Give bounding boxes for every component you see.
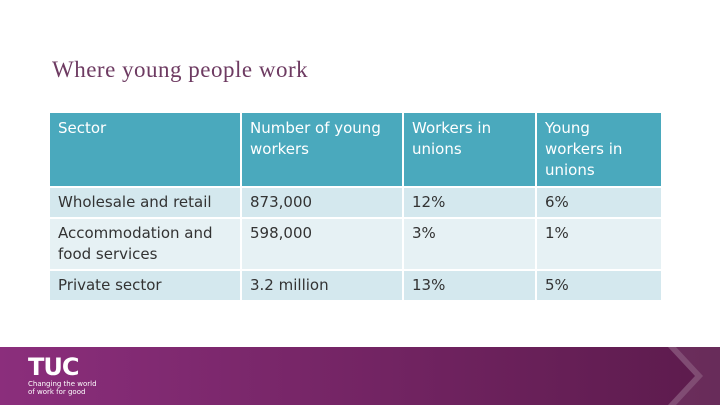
table-cell: 12% [403, 187, 537, 219]
table-cell: 6% [536, 187, 663, 219]
logo: TUC [28, 353, 79, 381]
tagline: Changing the world of work for good [28, 380, 97, 396]
table-cell: Private sector [50, 270, 242, 302]
table-cell: 1% [536, 218, 663, 271]
table-cell: Accommodation and food services [50, 218, 242, 271]
column-header: Number of young workers [241, 113, 404, 188]
table-body: Wholesale and retail 873,000 12% 6% Accommod… [50, 187, 663, 302]
table-cell: Wholesale and retail [50, 187, 242, 219]
table-row: Accommodation and food services 598,000 3%… [50, 218, 663, 271]
table-cell: 13% [403, 270, 537, 302]
table-cell: 873,000 [241, 187, 404, 219]
table-row: Private sector 3.2 million 13% 5% [50, 270, 663, 302]
column-header: Young workers in unions [536, 113, 663, 188]
chevron-decoration [668, 347, 720, 405]
column-header: Sector [50, 113, 242, 188]
table-cell: 5% [536, 270, 663, 302]
table-cell: 3% [403, 218, 537, 271]
table-row: Wholesale and retail 873,000 12% 6% [50, 187, 663, 219]
data-table: Sector Number of young workers Workers i… [50, 113, 663, 302]
table-cell: 3.2 million [241, 270, 404, 302]
slide-title: Where young people work [52, 57, 309, 82]
header-row: Sector Number of young workers Workers i… [50, 113, 663, 188]
footer-band: TUC Changing the world of work for good [0, 347, 720, 405]
column-header: Workers in unions [403, 113, 537, 188]
table-cell: 598,000 [241, 218, 404, 271]
